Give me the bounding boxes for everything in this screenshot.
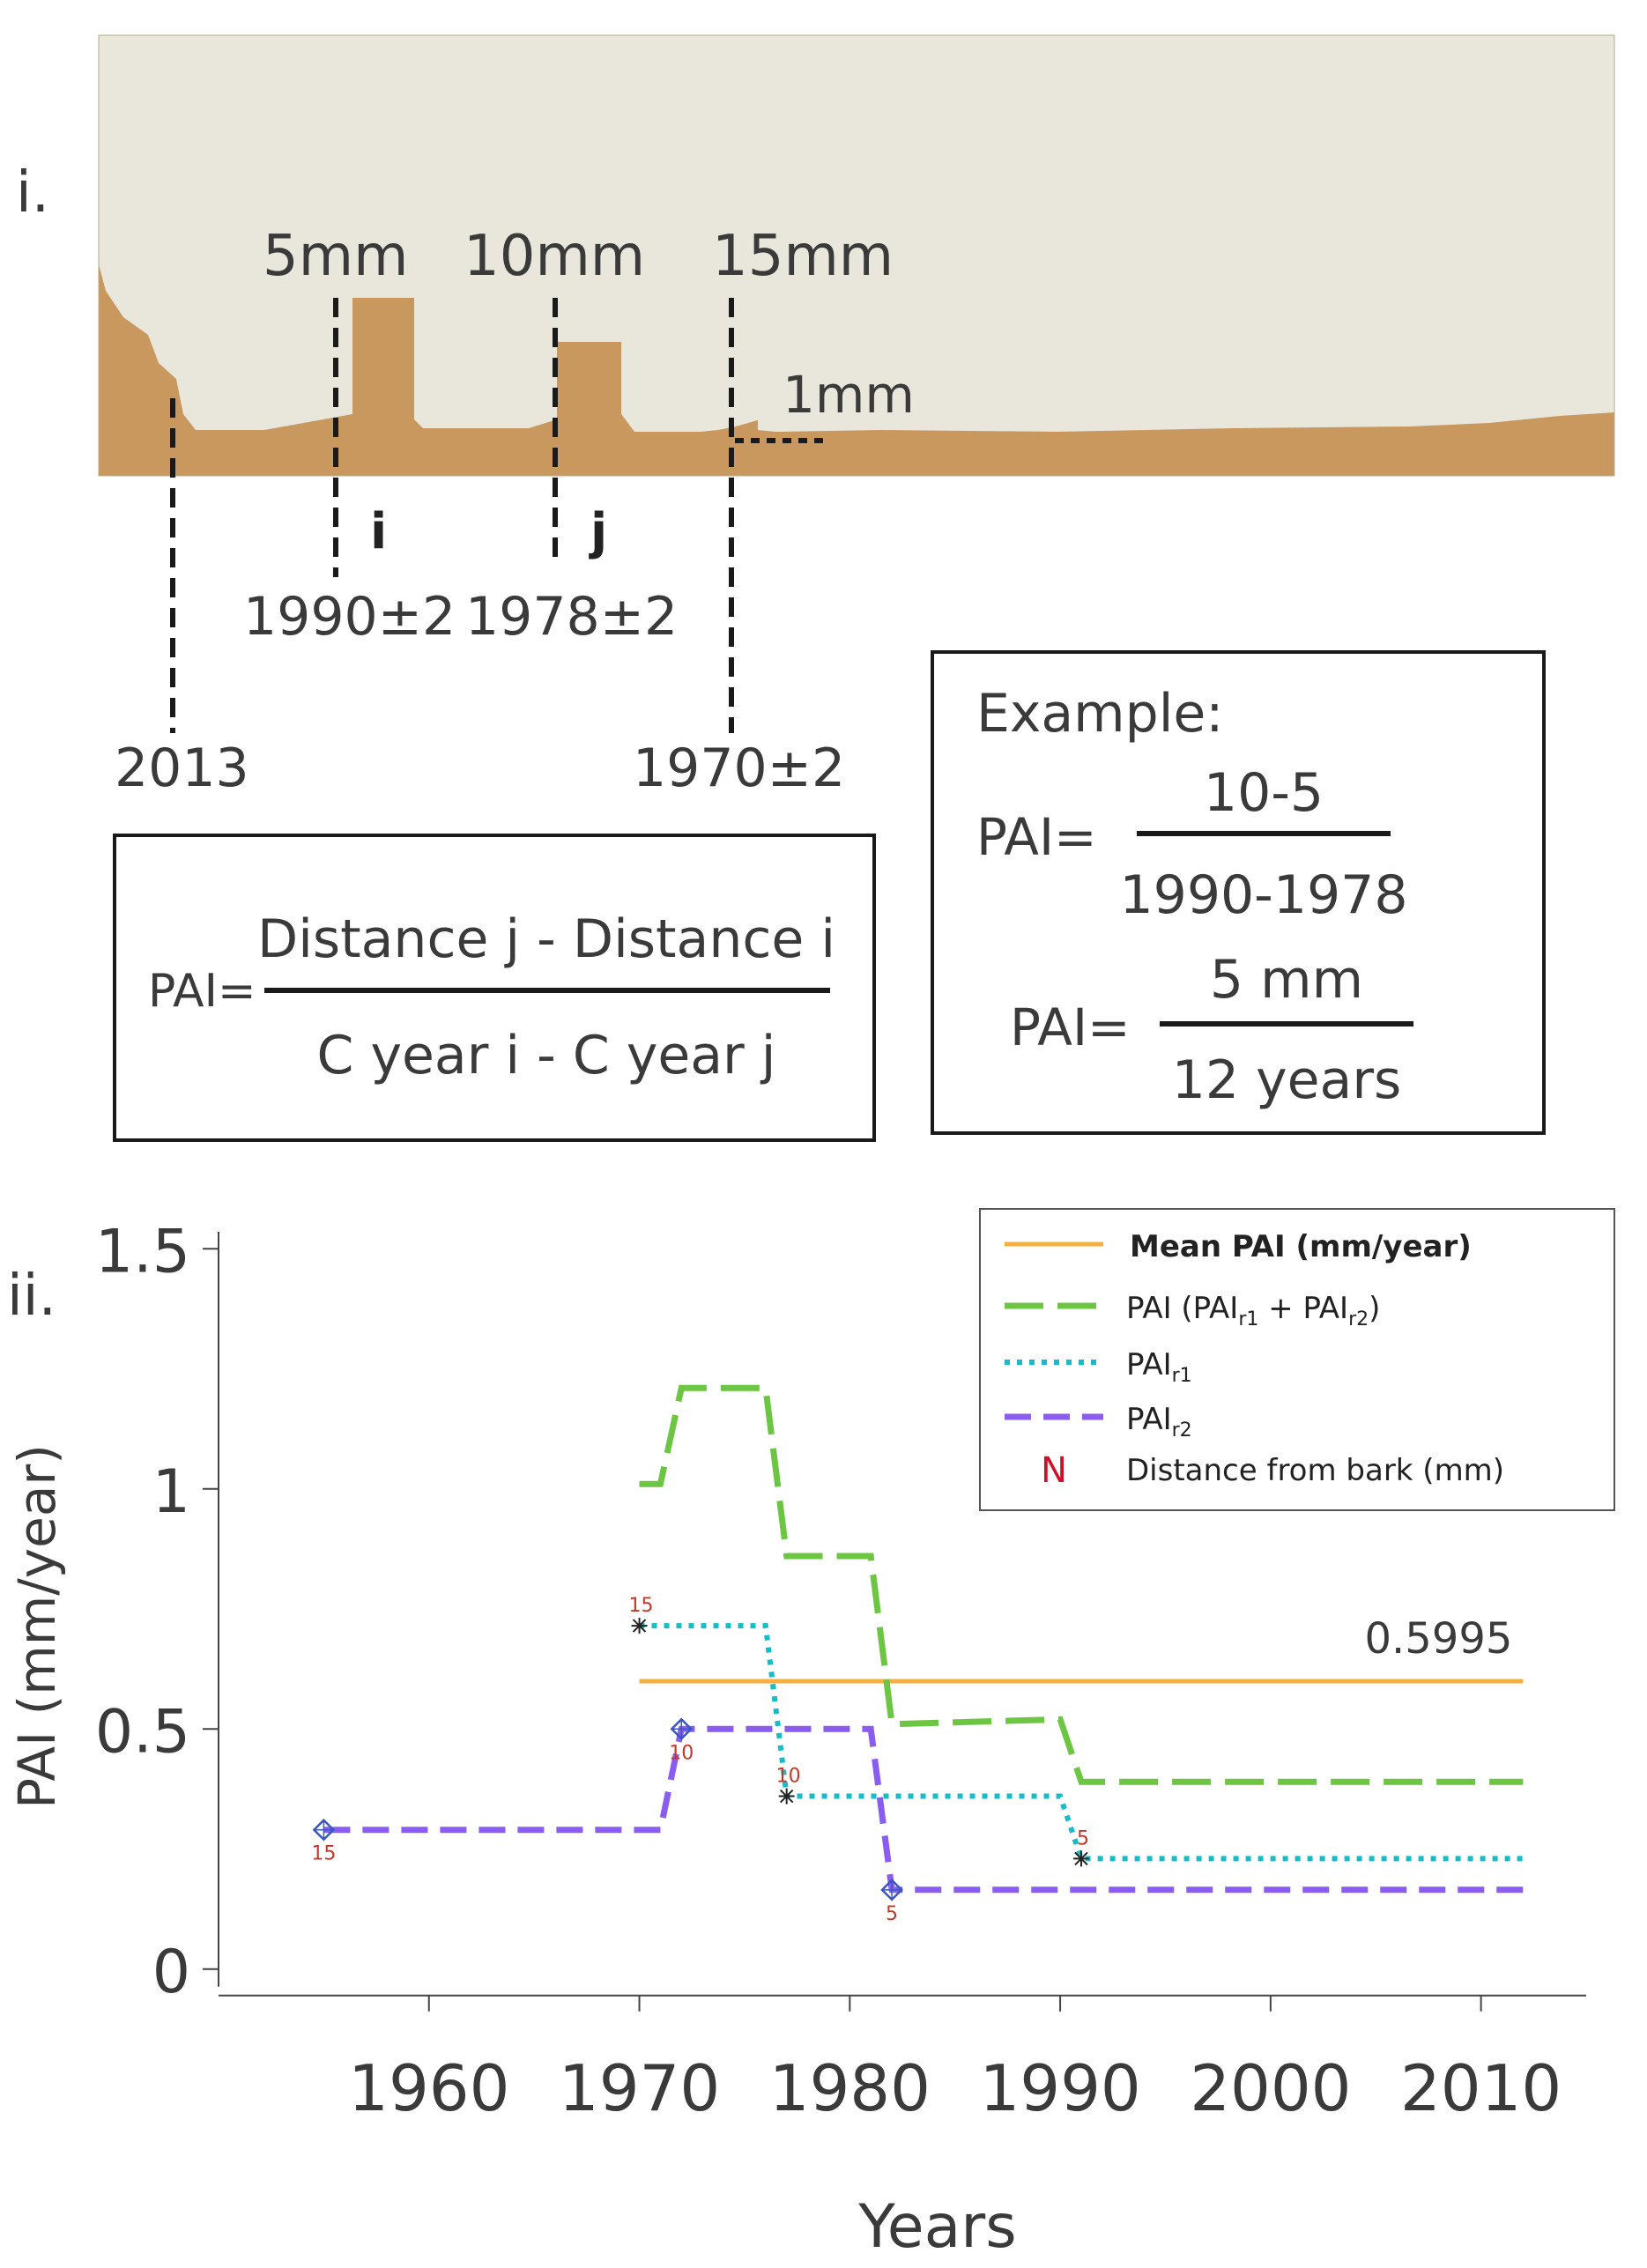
panel-i-label: i.	[16, 160, 49, 226]
marker-diamond	[880, 1879, 903, 1901]
ring-label-j: j	[589, 503, 607, 560]
paper-strip	[99, 35, 1614, 432]
marker-diamond	[670, 1717, 694, 1741]
y-axis-title: PAI (mm/year)	[7, 1444, 67, 1809]
x-axis-title: Years	[857, 2192, 1016, 2262]
marker-distance-label: 5	[1077, 1827, 1089, 1849]
legend-label-n: Distance from bark (mm)	[1126, 1453, 1504, 1488]
example-denominator-1: 1990-1978	[1119, 864, 1407, 926]
date-1970: 1970±2	[633, 737, 845, 799]
example-lhs-1: PAI=	[976, 807, 1097, 867]
series-line-r2	[323, 1725, 1524, 1894]
example-numerator-2: 5 mm	[1210, 949, 1363, 1011]
example-lhs-2: PAI=	[1010, 997, 1131, 1057]
photo-border	[98, 34, 1615, 477]
example-box: Example: PAI= 10-5 1990-1978 PAI= 5 mm 1…	[931, 650, 1546, 1135]
date-1978: 1978±2	[465, 586, 678, 648]
mark-label-5mm: 5mm	[263, 224, 408, 289]
marker-distance-label: 15	[629, 1595, 654, 1617]
y-tick-label: 0.5	[95, 1697, 190, 1767]
mark-lines	[170, 298, 734, 733]
formula-box-frame	[113, 834, 876, 1142]
formula-denominator: C year i - C year j	[317, 1025, 776, 1086]
x-ticks: 1960 1970 1980 1990 2000 2010	[348, 1995, 1562, 2125]
marker-star	[631, 1618, 648, 1634]
panel-ii-label: ii.	[7, 1264, 56, 1329]
legend-frame	[979, 1208, 1615, 1511]
marker-star	[1072, 1850, 1089, 1867]
legend-label-r1: PAIr1	[1126, 1347, 1192, 1387]
x-tick-label: 2000	[1190, 2051, 1351, 2125]
x-tick-label: 1960	[348, 2051, 509, 2125]
mean-value-label: 0.5995	[1364, 1614, 1512, 1664]
marker-distance-label: 10	[669, 1742, 694, 1764]
mark-label-10mm: 10mm	[464, 224, 645, 289]
example-denominator-2: 12 years	[1172, 1049, 1402, 1111]
x-tick-label: 1990	[979, 2051, 1140, 2125]
example-box-frame	[931, 650, 1546, 1135]
example-numerator-1: 10-5	[1204, 762, 1324, 824]
legend-symbol-n: N	[1041, 1450, 1067, 1491]
legend-label-r2: PAIr2	[1126, 1402, 1192, 1442]
legend: Mean PAI (mm/year) PAI (PAIr1 + PAIr2) PAI…	[979, 1208, 1615, 1511]
marker-distance-label: 15	[311, 1843, 336, 1865]
x-tick-label: 2010	[1400, 2051, 1562, 2125]
marker-distance-label: 10	[776, 1766, 801, 1788]
legend-label-pai: PAI (PAIr1 + PAIr2)	[1126, 1291, 1380, 1330]
wood-core-photo	[98, 34, 1615, 477]
mark-label-15mm: 15mm	[712, 224, 894, 289]
formula-numerator: Distance j - Distance i	[257, 908, 835, 970]
y-ticks: 0 0.5 1 1.5	[95, 1217, 219, 2007]
series-layer	[323, 1384, 1524, 1894]
y-tick-label: 0	[152, 1938, 190, 2007]
y-tick-label: 1.5	[95, 1217, 190, 1286]
marker-layer: 15 10 5 15 10 5	[311, 1595, 1089, 1925]
y-tick-label: 1	[152, 1457, 190, 1527]
marker-diamond	[312, 1818, 336, 1842]
series-line-r1	[639, 1623, 1524, 1862]
pai-chart: 0 0.5 1 1.5 1960 1970 1980 1990 2000 2010 PAI (m…	[7, 1208, 1615, 2262]
series-line-pai	[639, 1384, 1524, 1785]
date-1990: 1990±2	[243, 586, 456, 648]
marker-distance-label: 5	[886, 1903, 898, 1925]
formula-box: PAI= Distance j - Distance i C year i - …	[113, 834, 876, 1142]
marker-star	[778, 1788, 795, 1805]
formula-lhs: PAI=	[148, 965, 256, 1018]
ring-label-i: i	[370, 503, 387, 560]
legend-label-mean: Mean PAI (mm/year)	[1130, 1229, 1472, 1264]
scale-label-1mm: 1mm	[783, 365, 915, 425]
x-tick-label: 1970	[559, 2051, 720, 2125]
x-tick-label: 1980	[769, 2051, 931, 2125]
example-title: Example:	[976, 683, 1224, 745]
date-2013: 2013	[115, 737, 249, 799]
